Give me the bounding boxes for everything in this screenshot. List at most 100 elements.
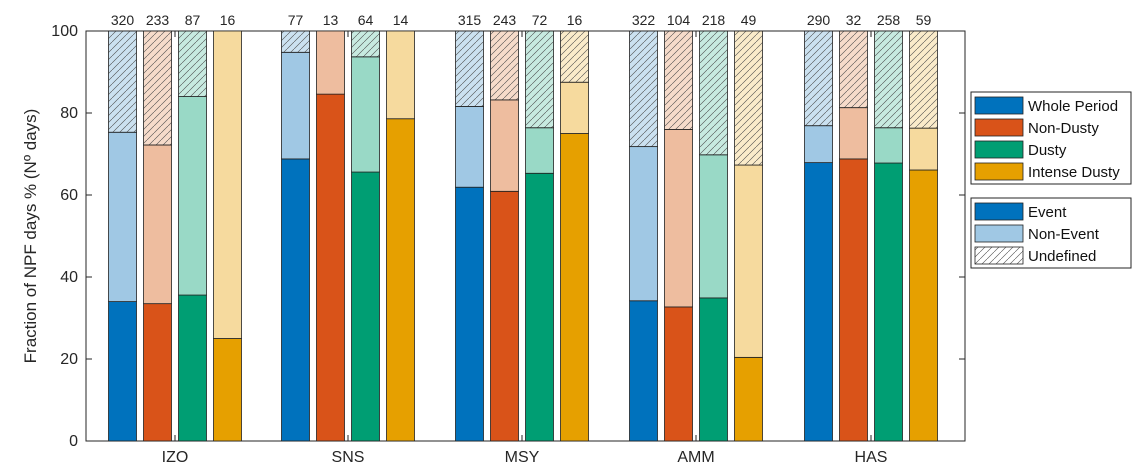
bar-amm-dusty-undefined [699, 30, 728, 156]
bar-amm-dusty-count-label: 218 [702, 12, 726, 28]
legend-label-dusty: Dusty [1028, 142, 1067, 159]
bar-amm-intense-dusty-undefined [734, 30, 763, 166]
legend-label-undefined: Undefined [1028, 248, 1096, 265]
y-tick-label: 0 [69, 433, 78, 450]
bar-msy-intense-dusty-non-event [560, 81, 589, 134]
bar-sns-intense-dusty-count-label: 14 [393, 12, 409, 28]
bar-has-dusty-event [874, 162, 903, 442]
y-axis-title: Fraction of NPF days % (Nº days) [21, 109, 40, 364]
bar-izo-whole-period-event [108, 301, 137, 442]
legend-label-non-event: Non-Event [1028, 226, 1100, 243]
bar-msy-intense-dusty-event [560, 133, 589, 442]
bar-has-dusty-undefined [874, 30, 903, 129]
legend-swatch-intense-dusty [974, 162, 1024, 181]
bar-sns-non-dusty-count-label: 13 [323, 12, 339, 28]
bar-izo-dusty-undefined [178, 30, 207, 97]
bar-amm-intense-dusty-non-event [734, 164, 763, 358]
bar-amm-non-dusty-non-event [664, 128, 693, 308]
bar-sns-dusty-event [351, 171, 380, 442]
bar-has-whole-period-count-label: 290 [807, 12, 831, 28]
bar-sns-whole-period-undefined [281, 30, 310, 53]
bar-sns-whole-period-non-event [281, 51, 310, 160]
x-tick-label-amm: AMM [677, 449, 714, 466]
bar-sns-intense-dusty-non-event [386, 30, 415, 120]
plot-area: 0 20 40 60 80 100 IZO 320 233 87 16 SNS 77 13 64 14 MSY 3… [51, 12, 966, 466]
y-tick-label: 80 [60, 105, 78, 122]
bar-has-intense-dusty-undefined [909, 30, 938, 129]
bar-has-dusty-non-event [874, 127, 903, 164]
bar-izo-non-dusty-event [143, 303, 172, 442]
bar-amm-non-dusty-event [664, 306, 693, 442]
bar-msy-dusty-event [525, 172, 554, 442]
bar-has-non-dusty-count-label: 32 [846, 12, 862, 28]
bar-sns-dusty-undefined [351, 30, 380, 58]
bar-amm-dusty-non-event [699, 154, 728, 299]
bar-izo-non-dusty-undefined [143, 30, 172, 146]
x-tick-label-msy: MSY [505, 449, 540, 466]
bar-amm-whole-period-undefined [629, 30, 658, 148]
legend-swatch-whole-period [974, 96, 1024, 115]
y-tick-label: 60 [60, 187, 78, 204]
legend-swatch-non-event [974, 224, 1024, 243]
legend: Whole Period Non-Dusty Dusty Intense Dusty E… [970, 91, 1132, 269]
bar-msy-dusty-count-label: 72 [532, 12, 548, 28]
bar-has-dusty-count-label: 258 [877, 12, 901, 28]
bar-has-whole-period-event [804, 162, 833, 442]
bar-amm-whole-period-event [629, 300, 658, 442]
legend-label-whole-period: Whole Period [1028, 98, 1118, 115]
bar-sns-dusty-count-label: 64 [358, 12, 374, 28]
bar-amm-intense-dusty-event [734, 356, 763, 442]
bar-izo-whole-period-non-event [108, 131, 137, 303]
bar-has-intense-dusty-event [909, 169, 938, 442]
bar-has-intense-dusty-count-label: 59 [916, 12, 932, 28]
y-tick-label: 100 [51, 23, 78, 40]
legend-swatch-dusty [974, 140, 1024, 159]
bar-amm-whole-period-non-event [629, 146, 658, 302]
bar-sns-non-dusty-event [316, 93, 345, 442]
bar-msy-intense-dusty-count-label: 16 [567, 12, 583, 28]
legend-label-intense-dusty: Intense Dusty [1028, 164, 1120, 181]
bar-izo-non-dusty-non-event [143, 144, 172, 305]
bar-msy-whole-period-event [455, 186, 484, 442]
bar-izo-whole-period-undefined [108, 30, 137, 133]
bar-has-non-dusty-non-event [839, 107, 868, 160]
bar-sns-whole-period-event [281, 158, 310, 442]
y-tick-label: 40 [60, 269, 78, 286]
legend-label-event: Event [1028, 204, 1067, 221]
legend-swatch-event [974, 202, 1024, 221]
bar-izo-dusty-event [178, 294, 207, 442]
bar-msy-non-dusty-event [490, 190, 519, 442]
legend-swatch-non-dusty [974, 118, 1024, 137]
bar-msy-non-dusty-non-event [490, 99, 519, 192]
x-tick-label-sns: SNS [332, 449, 365, 466]
bar-sns-non-dusty-non-event [316, 30, 345, 95]
bar-has-whole-period-non-event [804, 125, 833, 164]
bar-amm-non-dusty-count-label: 104 [667, 12, 691, 28]
bar-izo-whole-period-count-label: 320 [111, 12, 135, 28]
bar-has-whole-period-undefined [804, 30, 833, 127]
bar-izo-intense-dusty-non-event [213, 30, 242, 339]
bar-msy-whole-period-undefined [455, 30, 484, 107]
bar-amm-dusty-event [699, 297, 728, 442]
bar-msy-non-dusty-undefined [490, 30, 519, 101]
bar-izo-intense-dusty-event [213, 338, 242, 442]
bar-amm-intense-dusty-count-label: 49 [741, 12, 757, 28]
bar-izo-dusty-non-event [178, 96, 207, 296]
bar-sns-intense-dusty-event [386, 118, 415, 442]
bar-msy-whole-period-non-event [455, 106, 484, 188]
bar-msy-non-dusty-count-label: 243 [493, 12, 517, 28]
bar-has-intense-dusty-non-event [909, 127, 938, 171]
bar-amm-whole-period-count-label: 322 [632, 12, 656, 28]
bar-msy-intense-dusty-undefined [560, 30, 589, 83]
bar-msy-whole-period-count-label: 315 [458, 12, 482, 28]
bar-has-non-dusty-event [839, 158, 868, 442]
bar-msy-dusty-non-event [525, 127, 554, 174]
bar-msy-dusty-undefined [525, 30, 554, 129]
bar-amm-non-dusty-undefined [664, 30, 693, 130]
y-tick-label: 20 [60, 351, 78, 368]
bar-has-non-dusty-undefined [839, 30, 868, 109]
bar-sns-whole-period-count-label: 77 [288, 12, 304, 28]
bar-izo-dusty-count-label: 87 [185, 12, 201, 28]
bar-izo-non-dusty-count-label: 233 [146, 12, 170, 28]
